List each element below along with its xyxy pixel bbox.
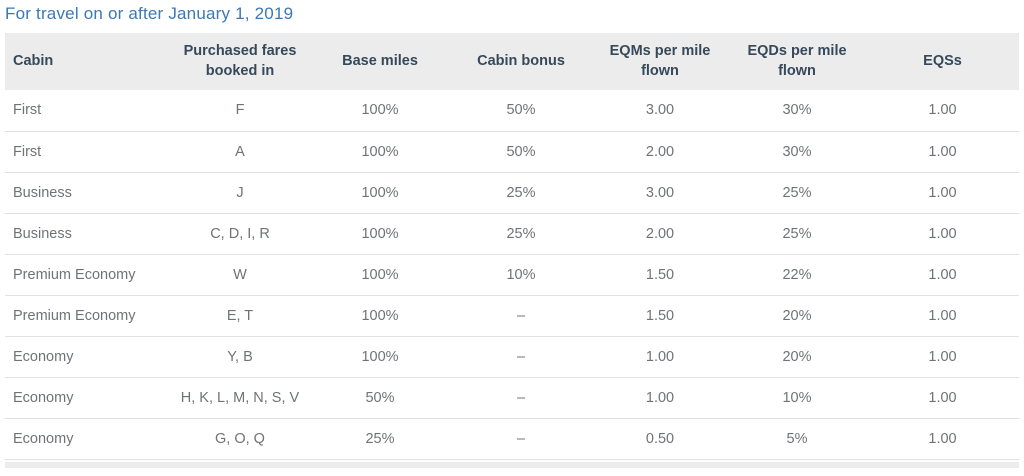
- table-cell: First: [5, 131, 170, 173]
- table-row: Business C, D, I, R 100% 25% 2.00 25% 1.00: [5, 213, 1019, 255]
- table-cell: 10%: [728, 377, 866, 419]
- table-cell: 100%: [310, 254, 450, 296]
- table-cell: 25%: [728, 172, 866, 214]
- table-cell: E, T: [170, 295, 310, 337]
- table-cell: 1.00: [866, 336, 1019, 378]
- table-cell: Business: [5, 172, 170, 214]
- table-row: Business J 100% 25% 3.00 25% 1.00: [5, 172, 1019, 214]
- table-cell: 2.00: [592, 213, 728, 255]
- table-cell: F: [170, 90, 310, 132]
- table-cell: 1.00: [866, 131, 1019, 173]
- table-cell: 1.00: [866, 172, 1019, 214]
- table-cell: –: [450, 295, 592, 337]
- table-cell: 100%: [310, 90, 450, 132]
- table-cell: 1.50: [592, 295, 728, 337]
- table-body: First F 100% 50% 3.00 30% 1.00 First A 100% 50% 2.0…: [5, 90, 1019, 460]
- header-cell: Cabin: [5, 33, 170, 90]
- table-cell: C, D, I, R: [170, 213, 310, 255]
- table-cell: 25%: [310, 418, 450, 460]
- table-cell: 3.00: [592, 90, 728, 132]
- table-cell: 25%: [728, 213, 866, 255]
- table-cell: 1.50: [592, 254, 728, 296]
- table-cell: Y, B: [170, 336, 310, 378]
- page-title: For travel on or after January 1, 2019: [5, 4, 294, 23]
- table-head: Cabin Purchased fares booked in Base miles…: [5, 33, 1019, 90]
- table-cell: 1.00: [592, 377, 728, 419]
- table-cell: 100%: [310, 213, 450, 255]
- table-cell: 1.00: [866, 254, 1019, 296]
- table-cell: 25%: [450, 172, 592, 214]
- table-cell: 100%: [310, 336, 450, 378]
- table-cell: H, K, L, M, N, S, V: [170, 377, 310, 419]
- table-row: Premium Economy E, T 100% –1.50 20% 1.00: [5, 295, 1019, 337]
- table-cell: 25%: [450, 213, 592, 255]
- table-cell: 50%: [450, 90, 592, 132]
- table-cell: 1.00: [866, 213, 1019, 255]
- table-row: Economy H, K, L, M, N, S, V 50% –1.00 10% 1.0…: [5, 377, 1019, 419]
- table-cell: G, O, Q: [170, 418, 310, 460]
- table-cell: 100%: [310, 131, 450, 173]
- table-cell: A: [170, 131, 310, 173]
- header-cell: Cabin bonus: [450, 33, 592, 90]
- table-row: First F 100% 50% 3.00 30% 1.00: [5, 90, 1019, 132]
- table-cell: 1.00: [866, 418, 1019, 460]
- table-row: First A 100% 50% 2.00 30% 1.00: [5, 131, 1019, 173]
- table-cell: 5%: [728, 418, 866, 460]
- table-cell: 30%: [728, 90, 866, 132]
- table-cell: 50%: [310, 377, 450, 419]
- table-header-row: Cabin Purchased fares booked in Base miles…: [5, 33, 1019, 90]
- table-cell: 20%: [728, 336, 866, 378]
- table-cell: 50%: [450, 131, 592, 173]
- table-cell: 100%: [310, 172, 450, 214]
- table-cell: Business: [5, 213, 170, 255]
- table-cell: –: [450, 336, 592, 378]
- table-cell: 1.00: [866, 377, 1019, 419]
- table-cell: W: [170, 254, 310, 296]
- header-cell: EQDs per mile flown: [728, 33, 866, 90]
- table-cell: Premium Economy: [5, 295, 170, 337]
- table-cell: 1.00: [866, 90, 1019, 132]
- table-cell: –: [450, 377, 592, 419]
- fare-earning-table: Cabin Purchased fares booked in Base miles…: [5, 33, 1019, 460]
- table-cell: 1.00: [592, 336, 728, 378]
- header-cell: Purchased fares booked in: [170, 33, 310, 90]
- table-cell: 22%: [728, 254, 866, 296]
- header-cell: Base miles: [310, 33, 450, 90]
- table-row: Economy G, O, Q 25% –0.50 5% 1.00: [5, 418, 1019, 460]
- table-cell: Economy: [5, 418, 170, 460]
- table-cell: 100%: [310, 295, 450, 337]
- table-row: Economy Y, B 100% –1.00 20% 1.00: [5, 336, 1019, 378]
- table-cell: 10%: [450, 254, 592, 296]
- table-cell: J: [170, 172, 310, 214]
- header-cell: EQMs per mile flown: [592, 33, 728, 90]
- next-section-header-strip: [5, 461, 1019, 468]
- table-cell: First: [5, 90, 170, 132]
- table-cell: Economy: [5, 377, 170, 419]
- table-cell: Premium Economy: [5, 254, 170, 296]
- table-cell: 1.00: [866, 295, 1019, 337]
- table-cell: 3.00: [592, 172, 728, 214]
- table-row: Premium Economy W 100% 10% 1.50 22% 1.00: [5, 254, 1019, 296]
- table-cell: 0.50: [592, 418, 728, 460]
- table-cell: 2.00: [592, 131, 728, 173]
- header-cell: EQSs: [866, 33, 1019, 90]
- table-cell: Economy: [5, 336, 170, 378]
- table-cell: –: [450, 418, 592, 460]
- table-cell: 20%: [728, 295, 866, 337]
- table-cell: 30%: [728, 131, 866, 173]
